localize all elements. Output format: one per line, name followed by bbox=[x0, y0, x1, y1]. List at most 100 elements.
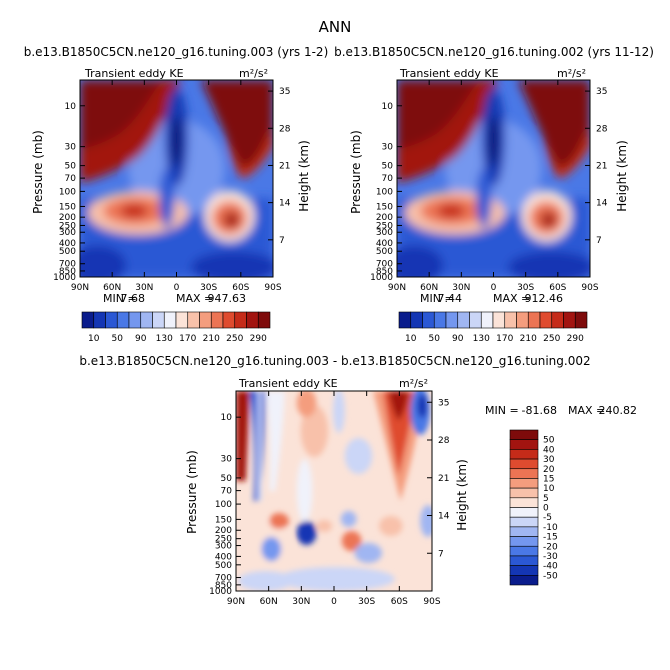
colorbar-tick-label: 15 bbox=[543, 474, 554, 484]
y-tick-label: 70 bbox=[221, 487, 233, 497]
colorbar-swatch bbox=[116, 311, 130, 329]
panel-3-max-label: MAX = bbox=[568, 404, 605, 417]
panel-1-min-value: 7.68 bbox=[121, 292, 146, 305]
colorbar-tick-label: 10 bbox=[405, 334, 417, 344]
y-tick-label: 200 bbox=[376, 213, 393, 223]
y-right-tick-label: 28 bbox=[596, 124, 608, 134]
y-tick-label: 10 bbox=[382, 102, 394, 112]
colorbar-tick-label: 30 bbox=[543, 455, 555, 465]
colorbar-tick-label: 170 bbox=[496, 334, 513, 344]
colorbar-tick-label: 50 bbox=[429, 334, 441, 344]
colorbar-swatch bbox=[128, 311, 142, 329]
y-right-tick-label: 14 bbox=[279, 199, 291, 209]
y-right-tick-label: 7 bbox=[596, 236, 602, 246]
x-tick-label: 30N bbox=[452, 283, 470, 293]
colorbar-tick-label: 250 bbox=[226, 334, 243, 344]
colorbar-swatch bbox=[527, 311, 541, 329]
y-tick-label: 300 bbox=[376, 228, 393, 238]
y-tick-label: 150 bbox=[376, 202, 393, 212]
y-tick-label: 850 bbox=[215, 581, 232, 591]
colorbar-swatch bbox=[163, 311, 177, 329]
colorbar-tick-label: 90 bbox=[452, 334, 464, 344]
panel-3-axes: 90N 60N 30N 0 30S 60S 90S103050701001502002503… bbox=[209, 391, 450, 607]
colorbar-tick-label: 290 bbox=[567, 334, 584, 344]
panel-3: b.e13.B1850C5CN.ne120_g16.tuning.003 - b… bbox=[79, 354, 637, 607]
colorbar-swatch bbox=[509, 497, 539, 508]
panel-2-title: b.e13.B1850C5CN.ne120_g16.tuning.002 (yr… bbox=[334, 45, 654, 59]
panel-3-max-value: 240.82 bbox=[599, 404, 638, 417]
colorbar-swatch bbox=[422, 311, 435, 329]
y-tick-label: 70 bbox=[65, 174, 77, 184]
colorbar-swatch bbox=[433, 311, 447, 329]
colorbar-swatch bbox=[516, 311, 529, 329]
panel-1-variable-label: Transient eddy KE bbox=[84, 67, 184, 80]
colorbar-tick-label: 10 bbox=[543, 484, 555, 494]
x-tick-label: 90N bbox=[388, 283, 406, 293]
y-tick-label: 850 bbox=[376, 267, 393, 277]
y-tick-label: 50 bbox=[221, 474, 233, 484]
colorbar-tick-label: -20 bbox=[543, 542, 558, 552]
colorbar-tick-label: -5 bbox=[543, 513, 552, 523]
colorbar-swatch bbox=[187, 311, 200, 329]
y-tick-label: 200 bbox=[59, 213, 76, 223]
x-tick-label: 60S bbox=[549, 283, 566, 293]
colorbar-swatch bbox=[509, 458, 539, 470]
y-tick-label: 50 bbox=[382, 162, 394, 172]
y-tick-label: 200 bbox=[215, 526, 232, 536]
colorbar-swatch bbox=[509, 429, 539, 440]
y-tick-label: 250 bbox=[59, 221, 76, 231]
colorbar-swatch bbox=[509, 516, 539, 528]
colorbar-tick-label: 130 bbox=[156, 334, 173, 344]
panel-1-colorbar: 10 50 90 130 170 210 250 290 bbox=[81, 311, 271, 344]
y-tick-label: 700 bbox=[215, 574, 232, 584]
y-right-tick-label: 35 bbox=[596, 87, 607, 97]
panel-3-min-value: -81.68 bbox=[522, 404, 557, 417]
panel-1-units-label: m²/s² bbox=[239, 67, 268, 80]
colorbar-swatch bbox=[509, 439, 539, 450]
panel-1-contour-field bbox=[68, 80, 277, 285]
y-tick-label: 850 bbox=[59, 267, 76, 277]
y-tick-label: 400 bbox=[215, 552, 232, 562]
colorbar-tick-label: 50 bbox=[112, 334, 124, 344]
panel-1: b.e13.B1850C5CN.ne120_g16.tuning.003 (yr… bbox=[24, 45, 329, 344]
colorbar-tick-label: -15 bbox=[543, 533, 558, 543]
colorbar-tick-label: 90 bbox=[135, 334, 147, 344]
y-tick-label: 250 bbox=[376, 221, 393, 231]
colorbar-tick-label: 5 bbox=[543, 494, 549, 504]
colorbar-swatch bbox=[246, 311, 259, 329]
panel-2-variable-label: Transient eddy KE bbox=[399, 67, 499, 80]
colorbar-tick-label: 250 bbox=[543, 334, 560, 344]
y-tick-label: 100 bbox=[215, 500, 232, 510]
y-tick-label: 100 bbox=[376, 187, 393, 197]
y-tick-label: 300 bbox=[215, 542, 232, 552]
y-tick-label: 250 bbox=[215, 535, 232, 545]
colorbar-tick-label: 0 bbox=[543, 504, 549, 514]
y-right-tick-label: 14 bbox=[438, 512, 450, 522]
panel-3-title: b.e13.B1850C5CN.ne120_g16.tuning.003 - b… bbox=[79, 354, 590, 368]
panel-2-colorbar: 10 50 90 130 170 210 250 290 bbox=[398, 311, 588, 344]
y-tick-label: 30 bbox=[221, 455, 233, 465]
colorbar-swatch bbox=[539, 311, 553, 329]
colorbar-swatch bbox=[222, 311, 236, 329]
x-tick-label: 30N bbox=[135, 283, 153, 293]
y-tick-label: 100 bbox=[59, 187, 76, 197]
colorbar-swatch bbox=[509, 545, 539, 557]
y-tick-label: 150 bbox=[215, 515, 232, 525]
colorbar-swatch bbox=[509, 478, 539, 489]
colorbar-swatch bbox=[152, 311, 165, 329]
x-tick-label: 0 bbox=[331, 597, 337, 607]
colorbar-swatch bbox=[257, 311, 271, 329]
x-tick-label: 0 bbox=[491, 283, 497, 293]
x-tick-label: 60N bbox=[260, 597, 278, 607]
y-right-tick-label: 35 bbox=[438, 398, 449, 408]
colorbar-swatch bbox=[398, 311, 412, 329]
colorbar-swatch bbox=[509, 536, 539, 547]
x-tick-label: 0 bbox=[174, 283, 180, 293]
colorbar-swatch bbox=[210, 311, 224, 329]
colorbar-tick-label: -40 bbox=[543, 562, 558, 572]
y-tick-label: 700 bbox=[376, 260, 393, 270]
panel-1-min-label: MIN = bbox=[103, 292, 137, 305]
panel-2-max-value: 912.46 bbox=[525, 292, 564, 305]
colorbar-swatch bbox=[509, 507, 539, 518]
panel-2-ylabel-right: Height (km) bbox=[615, 140, 629, 211]
